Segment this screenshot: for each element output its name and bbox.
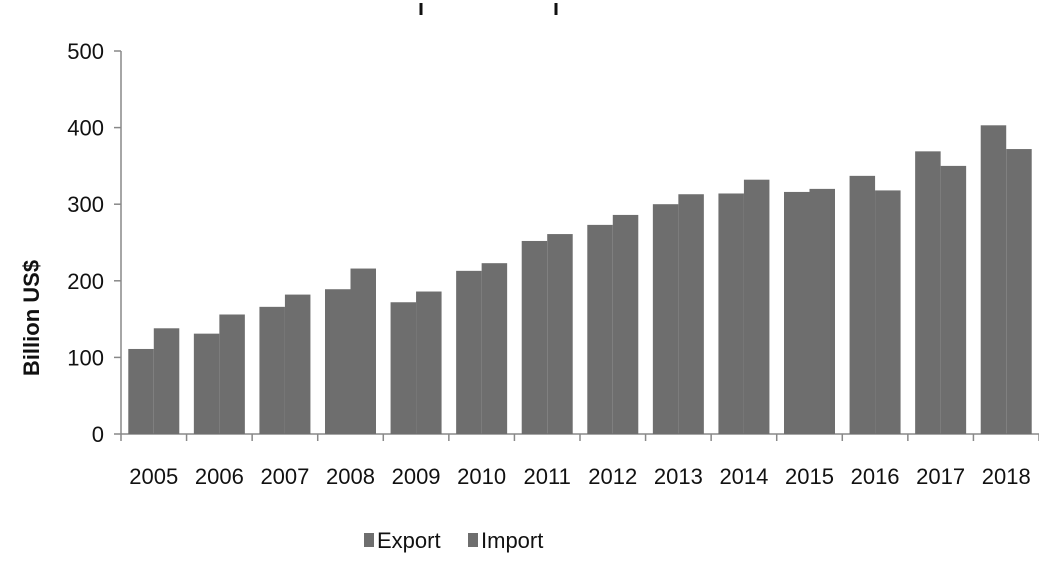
bar-export-2005 [128,348,154,434]
bar-import-2014 [743,179,770,434]
x-axis: 2005 2006 2007 2008 2009 2010 2011 2012 2013 2014… [120,433,1039,489]
x-tick-label: 2007 [260,464,309,489]
bar-export-2012 [587,224,613,434]
x-tick-label: 2016 [851,464,900,489]
legend-label-import: Import [481,528,543,553]
x-tick-label: 2010 [457,464,506,489]
y-axis: 0 100 200 300 400 500 [67,39,122,447]
bar-import-2017 [940,165,967,434]
bar-import-2005 [153,328,180,434]
x-tick-label: 2011 [524,464,571,489]
legend-swatch-import [468,533,478,547]
bar-import-2006 [219,314,245,434]
x-tick-label: 2008 [326,464,375,489]
bar-export-2017 [915,151,941,434]
legend-swatch-export [364,533,374,547]
y-tick-label: 0 [92,422,104,447]
y-axis-label: Billion US$ [19,260,44,376]
bar-export-2009 [390,302,417,434]
bar-import-2011 [547,234,573,434]
bar-export-2013 [652,204,679,434]
x-tick-label: 2014 [719,464,768,489]
bar-import-2009 [416,291,442,434]
bar-export-2008 [325,289,351,434]
x-tick-label: 2005 [129,464,178,489]
y-tick-label: 200 [67,269,104,294]
y-tick-label: 500 [67,39,104,64]
bar-import-2010 [481,263,508,434]
bar-export-2007 [259,306,285,434]
bar-export-2010 [456,270,482,434]
bar-export-2011 [521,240,548,434]
x-tick-label: 2013 [654,464,703,489]
bars [128,125,1032,435]
bar-export-2016 [849,175,876,435]
bar-import-2007 [284,294,311,434]
x-tick-label: 2009 [392,464,441,489]
bar-export-2014 [718,193,744,434]
bar-export-2018 [980,125,1007,435]
y-tick-label: 300 [67,192,104,217]
bar-export-2015 [784,191,810,434]
x-tick-label: 2012 [588,464,637,489]
bar-import-2008 [350,268,376,434]
bar-import-2016 [875,190,901,434]
bar-import-2015 [809,188,835,434]
legend-label-export: Export [377,528,441,553]
x-tick-label: 2006 [195,464,244,489]
y-tick-label: 100 [67,345,104,370]
bar-import-2018 [1006,149,1032,435]
x-tick-label: 2017 [916,464,965,489]
y-tick-label: 400 [67,116,104,141]
bar-import-2012 [612,214,639,434]
legend: Export Import [364,528,543,553]
x-tick-label: 2015 [785,464,834,489]
x-tick-label: 2018 [982,464,1031,489]
bar-import-2013 [678,194,704,434]
bar-export-2006 [193,333,220,434]
